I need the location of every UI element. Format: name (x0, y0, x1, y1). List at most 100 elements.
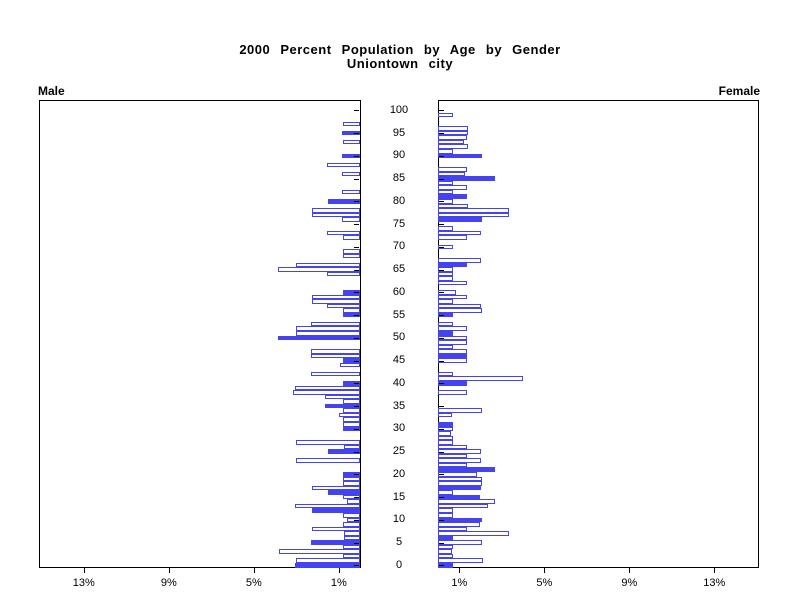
female-age-tick-0 (439, 565, 444, 567)
male-bar-age-34 (343, 408, 360, 413)
male-bar-age-0 (294, 563, 360, 568)
female-bar-age-48 (438, 344, 454, 350)
female-bar-age-60 (438, 290, 456, 295)
female-axis-tick-1pct (459, 568, 461, 573)
female-bar-age-85 (438, 176, 495, 181)
male-bar-age-5 (310, 540, 360, 545)
female-axis-label-1pct: 1% (451, 577, 468, 589)
male-bar-age-45 (342, 358, 360, 363)
age-axis-label-90: 90 (392, 149, 406, 162)
female-age-tick-65 (439, 269, 444, 271)
male-bar-age-27 (295, 440, 360, 445)
male-age-tick-70 (354, 246, 359, 248)
male-bar-age-97 (342, 121, 360, 127)
female-bar-age-62 (438, 280, 468, 286)
male-bar-age-32 (343, 417, 360, 422)
male-age-tick-30 (354, 428, 359, 430)
female-bar-age-6 (438, 535, 454, 541)
female-age-tick-70 (439, 246, 444, 248)
male-bar-age-64 (327, 271, 360, 277)
male-age-tick-55 (354, 315, 359, 316)
female-bar-age-15 (438, 494, 481, 500)
female-age-tick-20 (439, 474, 444, 476)
male-bar-age-51 (295, 330, 360, 336)
female-bar-age-63 (438, 276, 454, 281)
male-bar-age-47 (310, 349, 360, 354)
female-age-tick-25 (439, 451, 444, 453)
male-bar-age-55 (342, 312, 360, 318)
male-bar-age-77 (311, 212, 360, 218)
male-bar-age-16 (327, 490, 360, 495)
female-age-tick-55 (439, 315, 444, 316)
male-bar-age-95 (341, 130, 360, 136)
male-bar-age-20 (342, 472, 360, 477)
female-bar-age-56 (438, 308, 482, 313)
chart-subtitle: Uniontown city (346, 56, 454, 71)
age-axis-label-85: 85 (392, 172, 406, 184)
female-bar-age-9 (438, 522, 481, 527)
female-bar-age-19 (438, 476, 482, 482)
female-age-tick-100 (439, 110, 444, 112)
male-bar-age-65 (278, 267, 360, 272)
female-bar-age-38 (438, 390, 468, 395)
age-axis-label-80: 80 (392, 194, 406, 207)
age-axis-label-15: 15 (392, 490, 406, 503)
female-bar-age-99 (438, 112, 454, 118)
age-axis-label-55: 55 (392, 308, 406, 321)
female-bar-age-0 (438, 563, 454, 568)
male-bar-age-36 (343, 399, 360, 404)
male-bar-age-25 (328, 449, 360, 454)
age-axis-label-20: 20 (392, 467, 406, 480)
male-age-tick-90 (354, 155, 359, 157)
female-bar-age-59 (438, 294, 468, 300)
male-bar-age-38 (292, 390, 360, 395)
male-axis-label-5pct: 5% (245, 577, 262, 589)
female-bar-age-12 (438, 508, 454, 513)
female-bar-age-40 (438, 381, 468, 386)
male-bar-age-4 (342, 544, 360, 550)
female-axis-label-13pct: 13% (703, 577, 726, 589)
age-axis-label-10: 10 (392, 513, 406, 526)
female-bar-age-47 (438, 349, 468, 354)
female-bar-age-14 (438, 499, 495, 504)
female-age-tick-5 (439, 542, 444, 544)
male-age-tick-5 (354, 542, 359, 544)
male-bar-age-57 (327, 303, 360, 309)
male-bar-age-1 (295, 558, 360, 564)
male-bar-age-59 (311, 294, 360, 300)
male-bar-age-2 (342, 553, 360, 559)
male-age-tick-95 (354, 133, 359, 134)
female-bar-age-17 (438, 485, 481, 491)
male-bar-age-9 (343, 522, 360, 527)
female-bar-age-91 (438, 148, 454, 154)
female-bar-age-21 (438, 467, 495, 473)
male-bar-age-26 (344, 444, 360, 450)
female-bar-age-10 (438, 517, 482, 523)
female-bar-age-66 (438, 262, 468, 268)
female-age-tick-10 (439, 519, 444, 521)
male-age-tick-100 (354, 110, 359, 112)
female-bar-age-82 (438, 189, 454, 195)
female-bar-age-65 (438, 267, 454, 272)
age-axis-label-40: 40 (392, 376, 406, 389)
female-age-tick-30 (439, 428, 444, 430)
female-bar-age-55 (438, 312, 454, 318)
male-bar-age-50 (278, 335, 360, 341)
female-bar-age-50 (438, 335, 468, 341)
female-bar-age-25 (438, 449, 481, 454)
age-axis-label-100: 100 (389, 103, 409, 116)
male-age-tick-15 (354, 497, 359, 498)
male-bar-age-72 (342, 235, 360, 240)
male-age-tick-60 (354, 292, 359, 294)
male-age-tick-35 (354, 406, 359, 407)
female-bar-age-58 (438, 299, 454, 304)
male-age-tick-25 (354, 451, 359, 453)
male-bar-age-6 (344, 535, 360, 541)
male-bar-age-13 (294, 503, 360, 509)
female-bar-age-49 (438, 340, 468, 345)
age-axis-label-70: 70 (392, 240, 406, 253)
female-bar-age-52 (438, 326, 468, 331)
male-age-tick-40 (354, 383, 359, 385)
male-bar-age-82 (341, 189, 360, 195)
male-bar-age-66 (295, 262, 360, 268)
